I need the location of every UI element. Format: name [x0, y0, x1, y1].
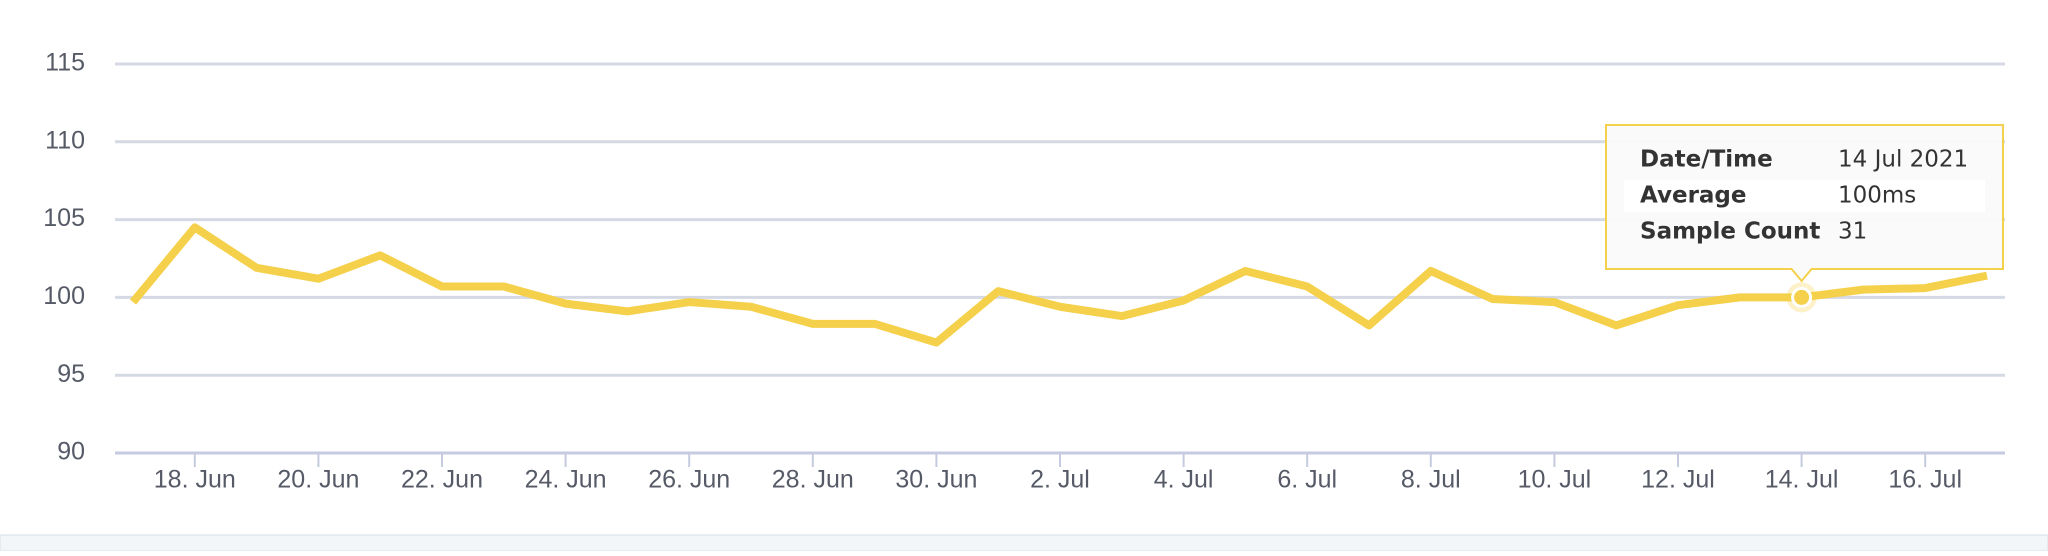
x-tick-label: 28. Jun [772, 466, 854, 494]
hover-point [1791, 286, 1813, 308]
tooltip-label: Average [1640, 183, 1747, 209]
x-tick-label: 18. Jun [154, 466, 236, 494]
x-tick-label: 4. Jul [1154, 466, 1214, 494]
tooltip-stripe [1624, 180, 1985, 212]
y-tick-label: 105 [43, 204, 85, 232]
tooltip-label: Sample Count [1640, 219, 1820, 245]
x-tick-label: 8. Jul [1401, 466, 1461, 494]
y-tick-label: 110 [45, 126, 85, 154]
x-tick-label: 30. Jun [895, 466, 977, 494]
x-tick-label: 10. Jul [1518, 466, 1592, 494]
x-tick-label: 2. Jul [1030, 466, 1090, 494]
tooltip-label: Date/Time [1640, 147, 1773, 173]
x-tick-label: 20. Jun [277, 466, 359, 494]
y-tick-label: 100 [43, 282, 85, 310]
x-tick-label: 24. Jun [525, 466, 607, 494]
x-tick-label: 6. Jul [1277, 466, 1337, 494]
y-tick-label: 90 [57, 438, 85, 466]
x-tick-label: 26. Jun [648, 466, 730, 494]
tooltip-value: 31 [1838, 219, 1867, 245]
x-tick-label: 12. Jul [1641, 466, 1715, 494]
y-tick-label: 95 [57, 360, 85, 388]
tooltip-value: 14 Jul 2021 [1838, 147, 1968, 173]
x-tick-label: 14. Jul [1765, 466, 1839, 494]
tooltip-value: 100ms [1838, 183, 1916, 209]
y-tick-label: 115 [45, 49, 85, 77]
x-tick-label: 22. Jun [401, 466, 483, 494]
series-line [129, 223, 1988, 347]
footer-strip [0, 534, 2048, 552]
x-tick-label: 16. Jul [1888, 466, 1962, 494]
